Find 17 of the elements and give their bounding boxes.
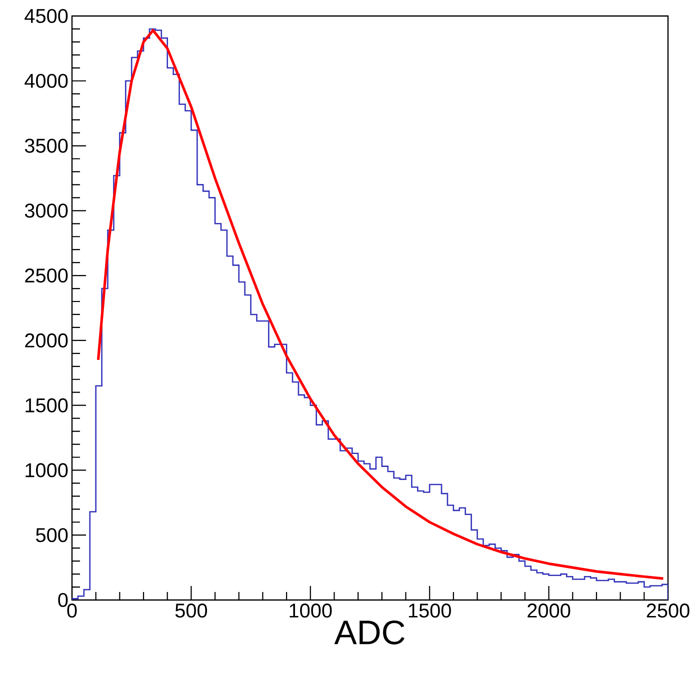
x-tick-label: 1500	[408, 604, 451, 618]
y-tick-label: 4500	[24, 8, 68, 24]
y-tick-label: 1000	[26, 463, 68, 478]
y-tick-label: 4000	[24, 74, 68, 88]
x-axis-title: ADC	[334, 620, 404, 644]
x-tick-label: 500	[175, 604, 208, 618]
y-tick-label: 1500	[26, 398, 68, 412]
x-tick-label: 0	[67, 604, 77, 618]
y-tick-label: 2000	[25, 333, 68, 348]
x-tick-label: 2500	[646, 604, 690, 618]
x-tick-label: 1000	[290, 604, 332, 618]
y-tick-label: 500	[36, 528, 68, 542]
y-tick-label: 3000	[24, 204, 68, 218]
y-tick-label: 2500	[25, 268, 68, 283]
x-tick-label: 2000	[528, 604, 570, 618]
y-tick-label: 0	[58, 592, 68, 608]
y-tick-label: 3500	[24, 138, 68, 153]
